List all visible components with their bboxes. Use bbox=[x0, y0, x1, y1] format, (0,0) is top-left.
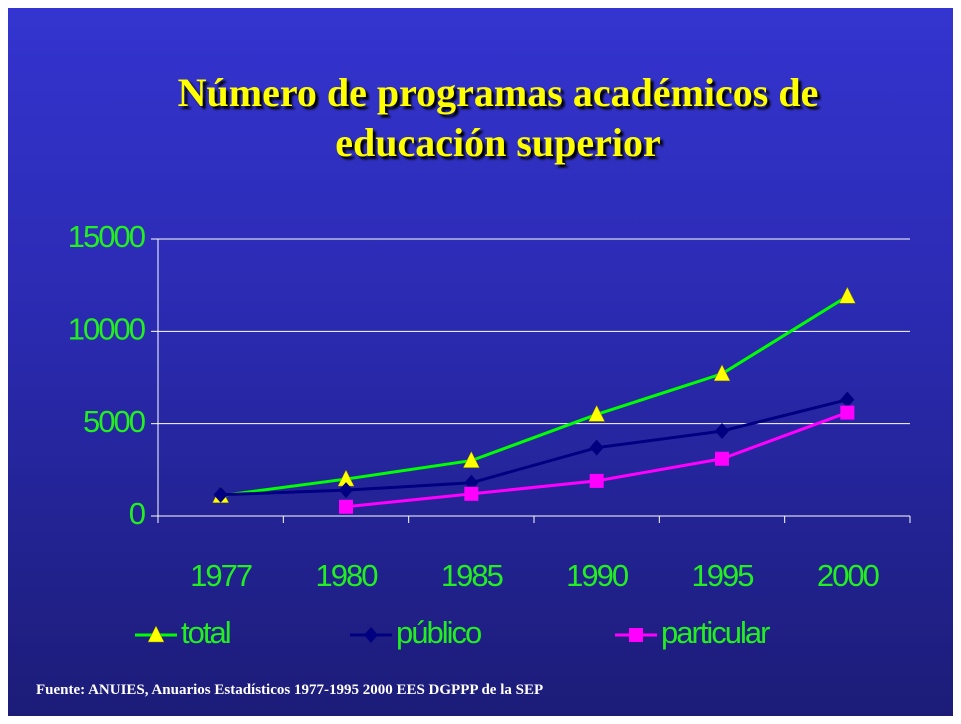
data-point bbox=[715, 423, 729, 440]
data-point bbox=[339, 499, 353, 514]
data-point bbox=[589, 439, 604, 456]
data-point bbox=[213, 486, 228, 503]
x-tick-label: 2000 bbox=[817, 558, 880, 593]
series-line bbox=[345, 411, 848, 509]
data-point bbox=[464, 486, 479, 501]
legend-label: total bbox=[181, 615, 230, 650]
y-tick-label: 10000 bbox=[68, 312, 146, 347]
y-tick-label: 5000 bbox=[83, 404, 146, 439]
y-tick-label: 15000 bbox=[68, 219, 146, 254]
slide: Número de programas académicos de educac… bbox=[8, 8, 953, 716]
data-point bbox=[588, 404, 606, 422]
data-point bbox=[840, 405, 855, 420]
legend-label: público bbox=[396, 615, 481, 650]
slide-title: Número de programas académicos de educac… bbox=[177, 70, 819, 165]
data-point bbox=[838, 286, 856, 304]
data-point bbox=[715, 451, 729, 466]
x-tick-label: 1995 bbox=[692, 558, 754, 593]
data-point bbox=[589, 473, 604, 488]
x-tick-label: 1977 bbox=[190, 558, 252, 593]
chart: 0 5000 10000 15000 1977 1980 1985 1990 1995 2000 t… bbox=[68, 219, 911, 650]
x-tick-label: 1980 bbox=[316, 558, 379, 593]
source-note: Fuente: ANUIES, Anuarios Estadísticos 19… bbox=[36, 682, 544, 698]
data-point bbox=[840, 391, 855, 408]
data-point bbox=[713, 364, 731, 382]
y-tick-label: 0 bbox=[129, 496, 146, 531]
x-tick-label: 1990 bbox=[566, 558, 629, 593]
legend-marker bbox=[364, 627, 378, 643]
legend-label: particular bbox=[661, 615, 770, 650]
series-line bbox=[220, 398, 848, 497]
data-point bbox=[339, 482, 353, 499]
series-line bbox=[220, 294, 849, 498]
legend-marker bbox=[147, 625, 165, 643]
data-point bbox=[462, 451, 480, 468]
data-point bbox=[464, 474, 479, 491]
x-tick-label: 1985 bbox=[441, 558, 503, 593]
legend-marker bbox=[629, 628, 643, 642]
